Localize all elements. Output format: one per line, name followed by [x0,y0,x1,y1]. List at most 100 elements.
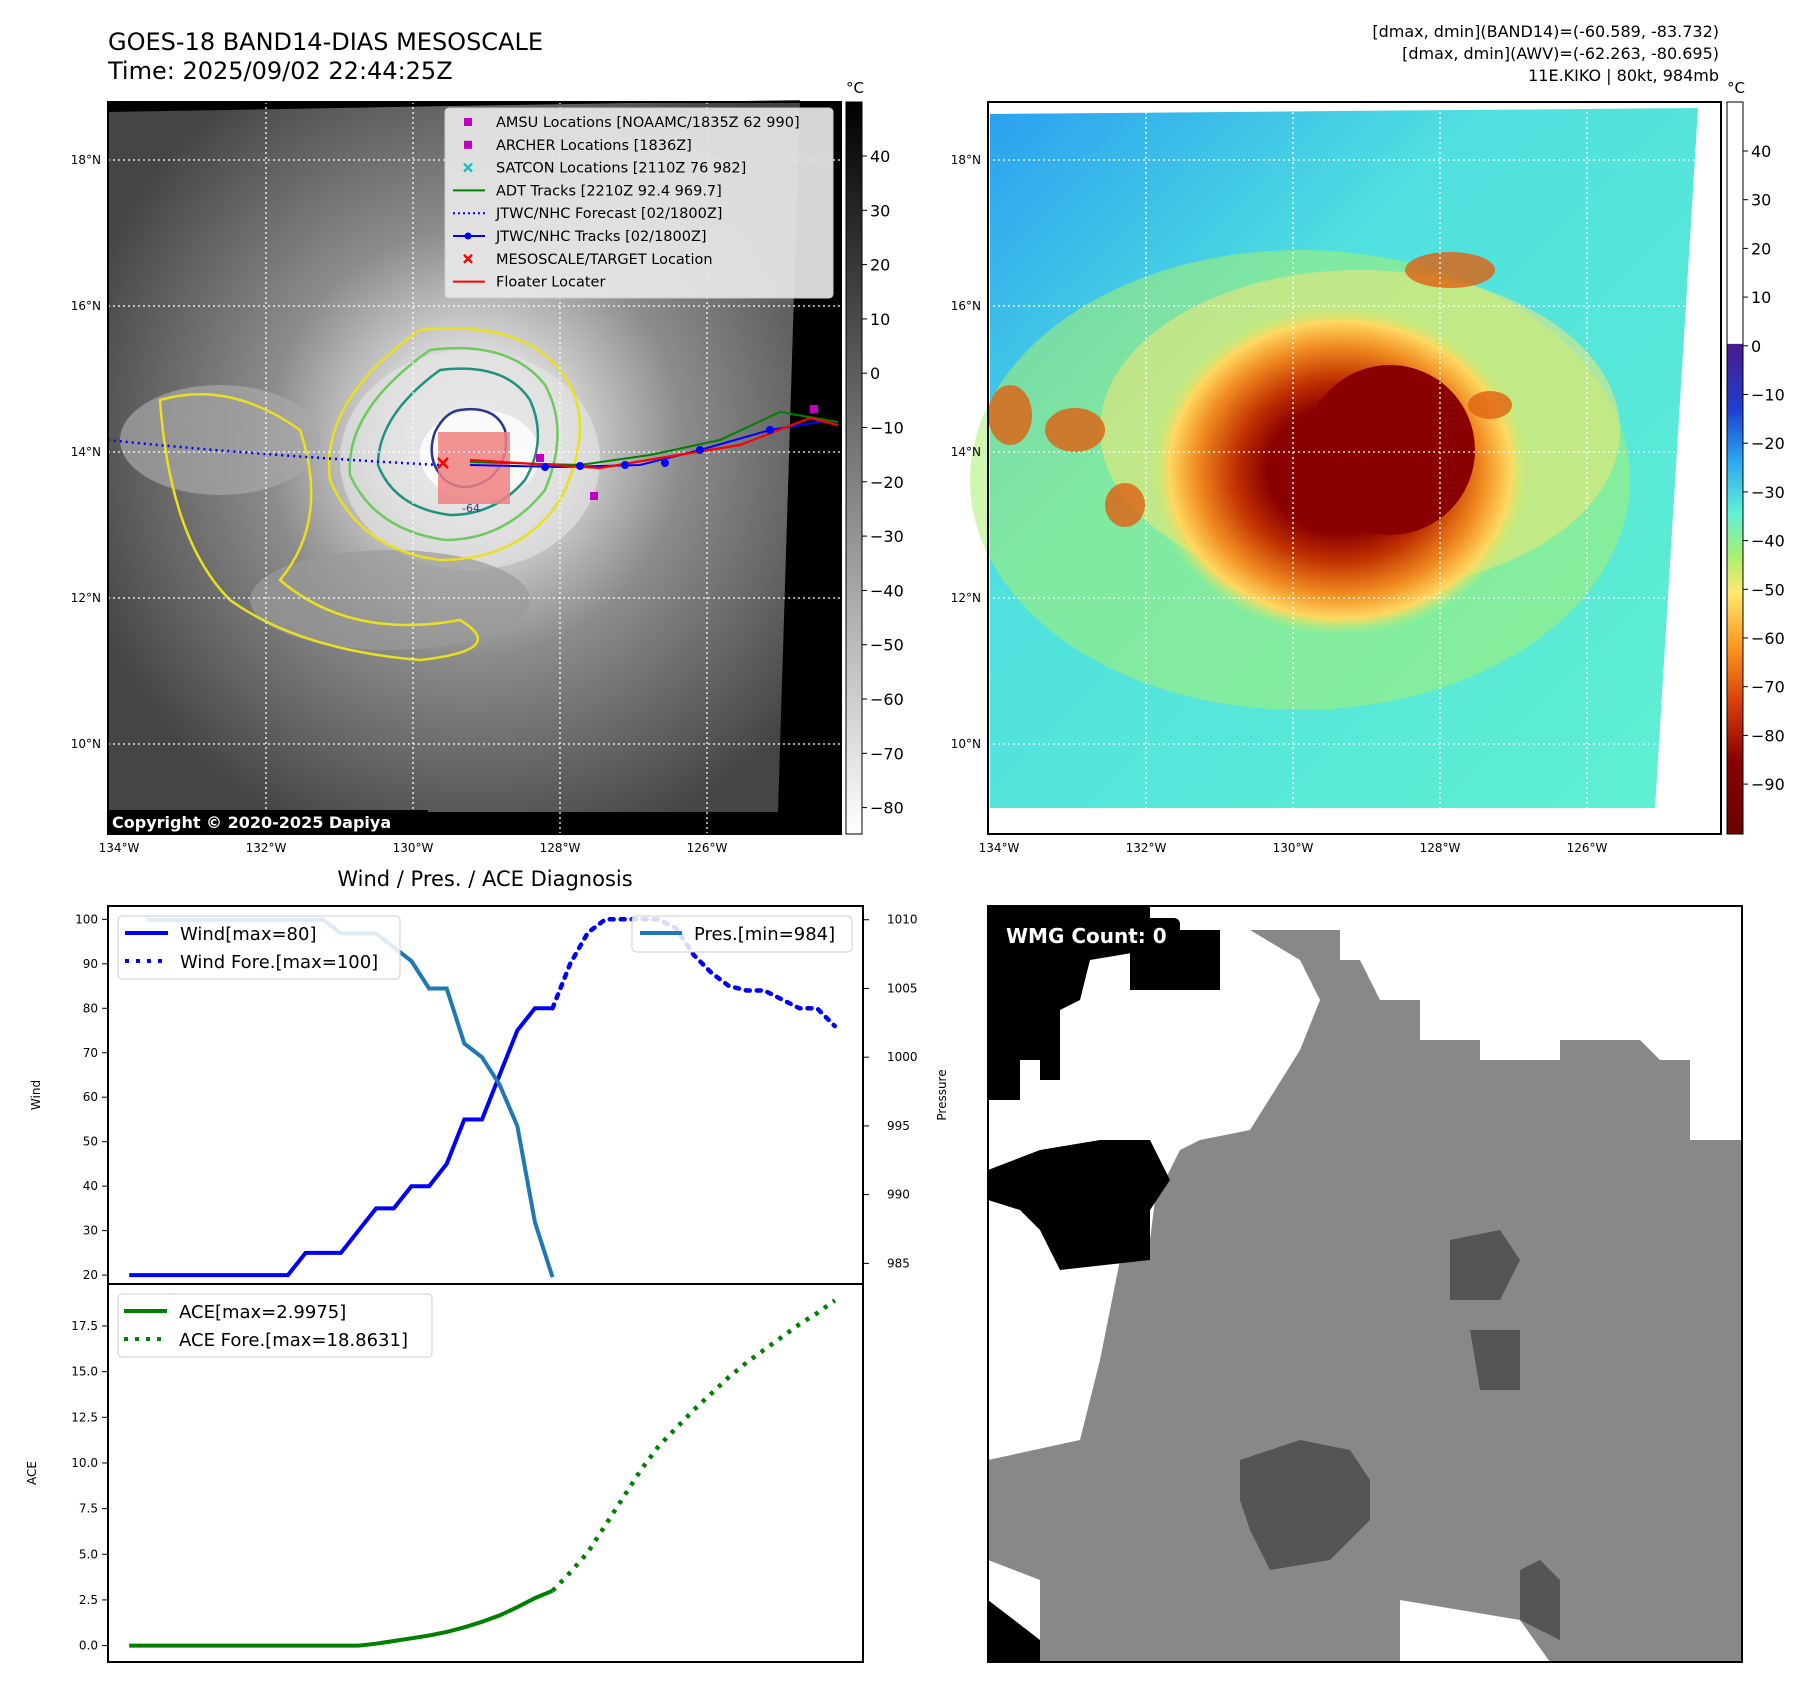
ace-legend-box [117,1293,433,1358]
awv-colorbar-bar [1726,101,1744,835]
ir-colorbar-bar [845,101,863,835]
ir-colorbar-tick-label: −10 [870,419,904,438]
awv-colorbar-tick-label: −20 [1751,434,1785,453]
ir-colorbar-tick-label: 0 [870,364,880,383]
diagnosis-title: Wind / Pres. / ACE Diagnosis [337,867,632,891]
figure-title-line1: GOES-18 BAND14-DIAS MESOSCALE [108,28,544,56]
legend-marker [464,140,472,149]
pressure-legend: Pres.[min=984] [631,915,853,953]
wind-legend-entry: Wind Fore.[max=100] [180,952,378,973]
ir-colorbar-tick-label: −80 [870,799,904,818]
awv-lon-label: 132°W [1126,841,1167,855]
legend-entry: ADT Tracks [2210Z 92.4 969.7] [496,183,722,199]
ir-colorbar-tick-label: 20 [870,256,890,275]
ir-contours [158,327,582,662]
awv-map-grid [988,102,1721,834]
ir-contour-yellow-band [158,393,480,662]
awv-lon-label: 126°W [1567,841,1608,855]
wind-axis-label: Wind [29,1080,43,1110]
wmg-panel [987,905,1743,1663]
pressure-legend-box [631,915,853,953]
pressure-tick-label: 1000 [887,1050,918,1064]
mesoscale-target-box [438,432,510,504]
ace-chart: 0.0 2.5 5.0 7.5 10.0 12.5 15.0 17.5 ACE[max=2.99… [71,1283,864,1663]
amsu-archer-markers [536,405,818,500]
pressure-axis-label: Pressure [935,1069,949,1120]
ir-lon-label: 134°W [99,841,140,855]
awv-colorbar-tick-label: −10 [1751,386,1785,405]
awv-colorbar-tick-label: 10 [1751,288,1771,307]
jtwc-forecast-track [107,438,441,467]
ir-colorbar: °C 40 30 20 10 0 −10 −20 −30 −40 −50 −60 −70 −80 [845,79,904,835]
awv-colorbar-tick-label: 40 [1751,142,1771,161]
awv-colorbar-tick-label: 30 [1751,191,1771,210]
ir-lat-label: 10°N [71,737,101,751]
legend-marker [463,162,473,173]
awv-lat-label: 18°N [951,153,981,167]
figure-title-line2: Time: 2025/09/02 22:44:25Z [108,57,453,85]
ace-tick-label: 2.5 [79,1593,98,1607]
ir-lat-label: 12°N [71,591,101,605]
stats-line-3: 11E.KIKO | 80kt, 984mb [1528,66,1719,85]
pressure-tick-label: 1005 [887,981,918,995]
ace-tick-label: 5.0 [79,1547,98,1561]
wind-legend-box [117,915,401,980]
wmg-frame [987,905,1743,1663]
awv-eye-region [1305,365,1475,535]
ir-lat-label: 14°N [71,445,101,459]
legend-entry: Floater Locater [496,275,605,291]
awv-colorbar-tick-label: −70 [1751,678,1785,697]
ir-colorbar-tick-label: −50 [870,636,904,655]
wind-tick-label: 60 [83,1090,98,1104]
awv-lon-label: 134°W [979,841,1020,855]
ir-lat-label: 16°N [71,299,101,313]
wind-tick-label: 90 [83,957,98,971]
adt-track-line [469,410,839,467]
ir-colorbar-tick-label: −30 [870,527,904,546]
awv-map-frame [987,101,1722,835]
awv-colorbar-tick-label: −40 [1751,532,1785,551]
awv-colorbar-tick-label: −30 [1751,483,1785,502]
awv-lat-label: 12°N [951,591,981,605]
awv-colorbar: °C 40 30 20 10 0 −10 −20 −30 −40 −50 −60 −70 −80 −90 [1726,79,1785,835]
wind-pressure-chart: 20 30 40 50 60 70 80 90 100 985 990 995 1000 1005 1010… [75,905,918,1285]
wind-tick-label: 70 [83,1046,98,1060]
awv-colorbar-tick-label: −50 [1751,580,1785,599]
ace-tick-label: 10.0 [71,1456,98,1470]
awv-colorbar-unit: °C [1727,79,1745,97]
legend-marker [464,232,472,240]
pressure-tick-label: 1010 [887,913,918,927]
ir-lat-label: 18°N [71,153,101,167]
legend-entry: JTWC/NHC Forecast [02/1800Z] [495,206,722,222]
wmg-count-label: WMG Count: 0 [1006,924,1167,948]
ir-colorbar-tick-label: 10 [870,310,890,329]
awv-lon-label: 130°W [1273,841,1314,855]
ir-colorbar-tick-label: −20 [870,473,904,492]
ir-map-frame [107,101,842,835]
wind-tick-label: 20 [83,1268,98,1282]
wind-tick-label: 80 [83,1001,98,1015]
ir-contour-label: -64 [462,502,480,515]
awv-map-panel [970,101,1722,835]
legend-entry: ARCHER Locations [1836Z] [496,138,692,154]
series-ace-forecast-line [550,1298,837,1593]
ir-legend: AMSU Locations [NOAAMC/1835Z 62 990] ARCH… [444,107,834,299]
ace-tick-label: 7.5 [79,1502,98,1516]
awv-lat-label: 14°N [951,445,981,459]
ir-outer-band-west [120,385,320,495]
ir-lon-label: 132°W [246,841,287,855]
pressure-tick-label: 995 [887,1119,910,1133]
ace-axis-label: ACE [25,1461,39,1485]
awv-lat-label: 16°N [951,299,981,313]
ace-tick-label: 17.5 [71,1319,98,1333]
ace-legend-entry: ACE Fore.[max=18.8631] [179,1330,408,1351]
ir-contour-yellow [327,327,582,562]
legend-entry: AMSU Locations [NOAAMC/1835Z 62 990] [496,115,800,131]
wind-legend: Wind[max=80] Wind Fore.[max=100] [117,915,401,980]
ace-tick-label: 12.5 [71,1410,98,1424]
wind-tick-label: 50 [83,1135,98,1149]
ir-lon-label: 126°W [687,841,728,855]
awv-colorbar-tick-label: −90 [1751,775,1785,794]
ace-legend: ACE[max=2.9975] ACE Fore.[max=18.8631] [117,1293,433,1358]
